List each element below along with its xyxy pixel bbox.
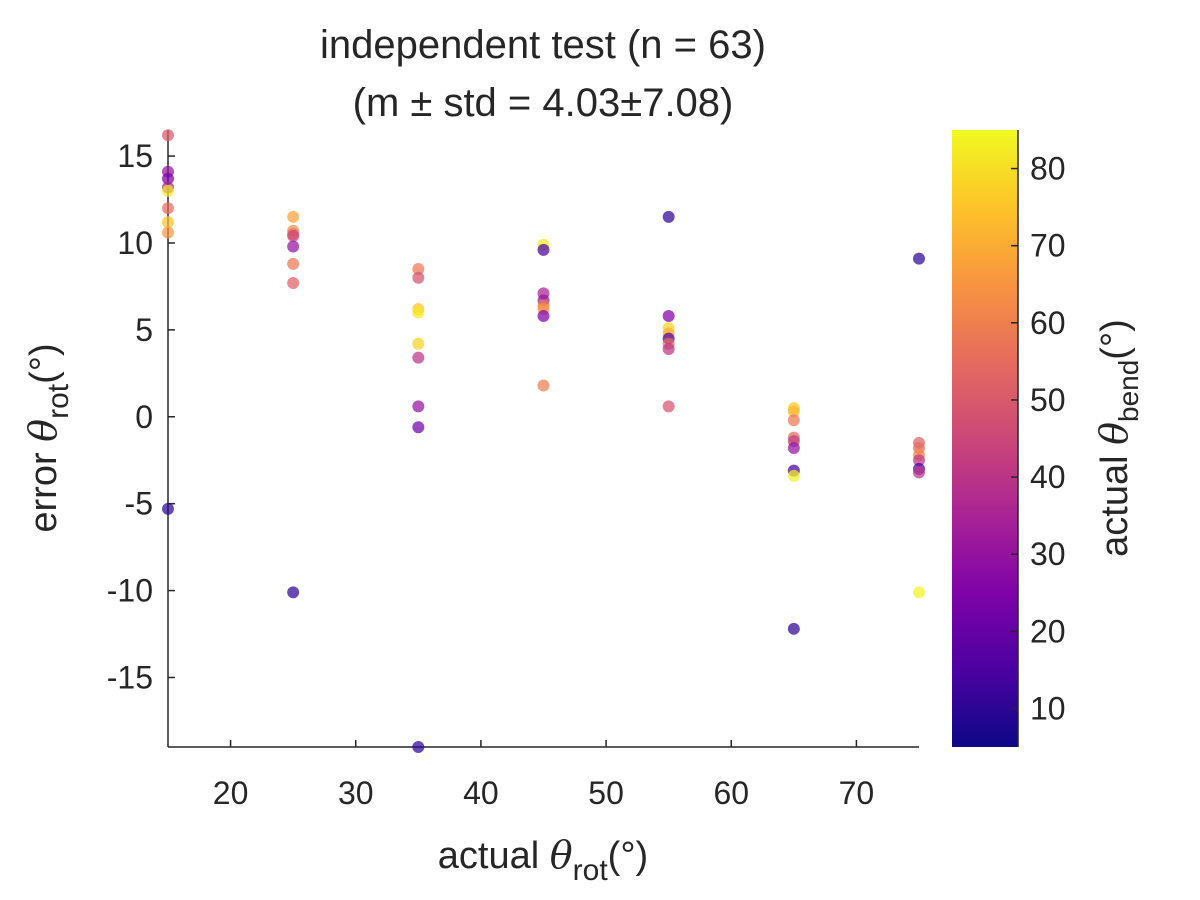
- data-point: [287, 240, 300, 253]
- colorbar-tick-label: 30: [1030, 536, 1066, 572]
- data-point: [913, 466, 925, 479]
- data-point: [412, 741, 425, 753]
- colorbar-tick-label: 80: [1030, 151, 1066, 187]
- data-point: [162, 502, 174, 515]
- data-point: [162, 172, 174, 185]
- x-tick-label: 20: [213, 775, 249, 811]
- colorbar-tick-label: 20: [1030, 613, 1066, 649]
- data-point: [787, 414, 800, 427]
- colorbar-tick-label: 50: [1030, 382, 1066, 418]
- data-point: [287, 210, 300, 223]
- y-axis-label: error θrot(°): [21, 343, 75, 532]
- data-point: [913, 454, 925, 467]
- data-point: [287, 257, 300, 270]
- colorbar-label: actual θbend(°): [1092, 319, 1144, 557]
- data-point: [287, 586, 300, 599]
- colorbar-tick-label: 40: [1030, 459, 1066, 495]
- data-point: [662, 210, 675, 223]
- data-point: [162, 216, 174, 229]
- colorbar: 80 70 60 50 40 30 20 10 actual θbend(°): [952, 130, 1144, 747]
- data-point: [162, 226, 174, 239]
- y-tick-label: 15: [117, 138, 153, 174]
- data-point: [412, 351, 425, 364]
- y-axis-ticks: 15 10 5 0 -5 -10 -15: [107, 138, 175, 695]
- data-points: [162, 129, 925, 753]
- y-tick-label: -5: [125, 486, 153, 522]
- x-axis-label: actual θrot(°): [438, 833, 648, 887]
- x-tick-label: 30: [338, 775, 374, 811]
- axes: [167, 130, 919, 748]
- y-tick-label: -10: [107, 573, 153, 609]
- colorbar-gradient: [952, 130, 1018, 747]
- data-point: [662, 400, 675, 413]
- data-point: [662, 309, 675, 322]
- data-point: [162, 202, 174, 215]
- data-point: [287, 230, 300, 243]
- data-point: [162, 184, 174, 197]
- colorbar-ticks: 80 70 60 50 40 30 20 10: [1011, 151, 1066, 726]
- chart-title-line-2: (m ± std = 4.03±7.08): [353, 81, 734, 125]
- data-point: [537, 309, 550, 322]
- data-point: [787, 622, 800, 635]
- data-point: [787, 442, 800, 455]
- y-tick-label: -15: [107, 659, 153, 695]
- colorbar-tick-label: 70: [1030, 228, 1066, 264]
- x-tick-label: 60: [713, 775, 749, 811]
- data-point: [913, 586, 925, 599]
- chart-title-line-1: independent test (n = 63): [320, 23, 766, 67]
- data-point: [412, 306, 425, 319]
- data-point: [412, 337, 425, 350]
- data-point: [787, 469, 800, 482]
- y-tick-label: 0: [135, 399, 153, 435]
- data-point: [412, 421, 425, 434]
- x-tick-label: 70: [839, 775, 875, 811]
- y-tick-label: 5: [135, 312, 153, 348]
- data-point: [537, 379, 550, 392]
- data-point: [412, 263, 425, 276]
- data-point: [787, 405, 800, 418]
- data-point: [662, 342, 675, 355]
- data-point: [537, 243, 550, 256]
- data-point: [287, 276, 300, 289]
- data-point: [412, 271, 425, 284]
- x-tick-label: 50: [588, 775, 624, 811]
- x-tick-label: 40: [463, 775, 499, 811]
- colorbar-tick-label: 10: [1030, 690, 1066, 726]
- y-tick-label: 10: [117, 225, 153, 261]
- x-axis-ticks: 20 30 40 50 60 70: [213, 740, 874, 811]
- colorbar-tick-label: 60: [1030, 305, 1066, 341]
- data-point: [913, 252, 925, 265]
- data-point: [162, 129, 174, 142]
- data-point: [412, 400, 425, 413]
